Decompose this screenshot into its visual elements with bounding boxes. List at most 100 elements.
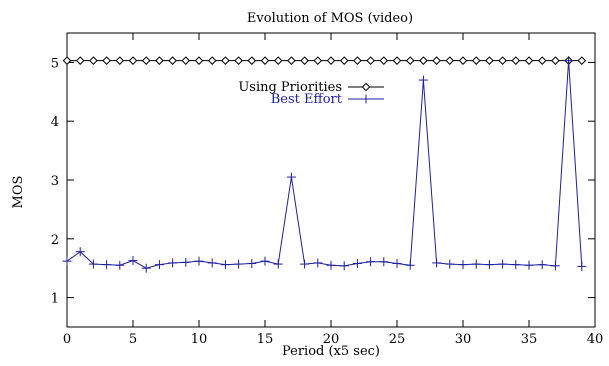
data-point-best-effort (458, 260, 468, 270)
data-point-best-effort (326, 260, 336, 270)
data-point-best-effort (339, 261, 349, 271)
data-point-best-effort (181, 257, 191, 267)
data-point-using-priorities (62, 56, 72, 65)
y-tick-label: 4 (51, 115, 59, 130)
data-point-using-priorities (339, 56, 349, 65)
x-tick-label: 40 (587, 332, 604, 347)
data-point-best-effort (352, 258, 362, 268)
data-point-best-effort (207, 258, 217, 268)
series-line-best-effort (66, 60, 583, 269)
data-point-best-effort (128, 256, 138, 266)
data-point-using-priorities (511, 56, 521, 65)
data-point-using-priorities (326, 56, 336, 65)
x-tick-label: 10 (191, 332, 208, 347)
data-point-using-priorities (221, 56, 230, 65)
data-point-using-priorities (300, 56, 309, 65)
data-point-using-priorities (524, 56, 534, 65)
data-point-best-effort (418, 75, 428, 85)
x-tick-label: 35 (521, 332, 538, 347)
data-point-using-priorities (445, 56, 455, 65)
legend-marker-best-effort (361, 94, 371, 104)
data-point-best-effort (405, 260, 415, 270)
data-point-best-effort (168, 258, 178, 268)
data-point-best-effort (102, 260, 112, 270)
data-point-best-effort (511, 260, 521, 270)
x-axis-label: Period (x5 sec) (282, 344, 380, 359)
data-point-using-priorities (471, 56, 481, 65)
data-point-using-priorities (273, 56, 283, 65)
data-point-using-priorities (194, 56, 204, 65)
data-point-best-effort (577, 261, 587, 271)
data-point-using-priorities (247, 56, 257, 65)
data-point-best-effort (524, 260, 534, 270)
data-point-best-effort (498, 259, 508, 269)
legend-label-best-effort: Best Effort (271, 92, 343, 107)
data-point-using-priorities (128, 56, 138, 65)
data-point-best-effort (286, 172, 296, 182)
data-point-best-effort (379, 257, 389, 267)
data-point-best-effort (88, 259, 98, 269)
data-point-using-priorities (366, 56, 375, 65)
data-point-using-priorities (485, 56, 494, 65)
data-point-best-effort (392, 258, 402, 268)
chart-title: Evolution of MOS (video) (247, 11, 413, 26)
data-point-using-priorities (577, 56, 587, 65)
data-point-best-effort (537, 260, 547, 270)
data-point-best-effort (247, 258, 257, 268)
data-point-best-effort (220, 260, 230, 270)
data-point-using-priorities (353, 56, 362, 65)
data-point-using-priorities (537, 56, 547, 65)
data-point-using-priorities (419, 56, 428, 65)
data-point-best-effort (471, 259, 481, 269)
data-point-best-effort (484, 260, 494, 270)
data-point-using-priorities (260, 56, 270, 65)
x-tick-label: 0 (63, 332, 71, 347)
data-point-best-effort (194, 256, 204, 266)
data-point-using-priorities (234, 56, 243, 65)
y-tick-label: 1 (51, 292, 59, 307)
data-point-using-priorities (313, 56, 323, 65)
data-point-best-effort (550, 261, 560, 271)
y-tick-label: 5 (51, 56, 59, 71)
data-point-using-priorities (89, 56, 98, 65)
legend-label-using-priorities: Using Priorities (238, 80, 342, 95)
data-point-best-effort (564, 56, 574, 66)
data-point-best-effort (300, 259, 310, 269)
data-point-using-priorities (405, 56, 415, 65)
data-point-using-priorities (432, 56, 441, 65)
data-point-using-priorities (75, 56, 85, 65)
x-tick-label: 15 (257, 332, 274, 347)
data-point-best-effort (260, 256, 270, 266)
data-point-best-effort (313, 258, 323, 268)
x-tick-label: 5 (129, 332, 137, 347)
data-point-using-priorities (141, 56, 151, 65)
x-tick-label: 20 (323, 332, 340, 347)
data-point-best-effort (273, 259, 283, 269)
legend-marker-using-priorities (361, 82, 371, 92)
data-point-using-priorities (102, 56, 111, 65)
data-point-using-priorities (458, 56, 468, 65)
data-point-using-priorities (498, 56, 507, 65)
data-point-using-priorities (379, 56, 389, 65)
data-point-best-effort (234, 259, 244, 269)
data-point-best-effort (445, 259, 455, 269)
data-point-using-priorities (181, 56, 191, 65)
data-point-best-effort (115, 260, 125, 270)
y-tick-label: 3 (51, 174, 59, 189)
data-point-best-effort (141, 263, 151, 273)
data-point-using-priorities (115, 56, 125, 65)
data-point-best-effort (432, 258, 442, 268)
y-axis-label: MOS (11, 176, 26, 209)
data-point-using-priorities (551, 56, 560, 65)
data-point-using-priorities (392, 56, 402, 65)
y-tick-label: 2 (51, 233, 59, 248)
data-point-best-effort (154, 260, 164, 270)
data-point-using-priorities (155, 56, 164, 65)
x-tick-label: 25 (389, 332, 406, 347)
data-point-using-priorities (168, 56, 177, 65)
data-point-best-effort (75, 247, 85, 257)
data-point-best-effort (62, 256, 72, 266)
data-point-using-priorities (207, 56, 217, 65)
